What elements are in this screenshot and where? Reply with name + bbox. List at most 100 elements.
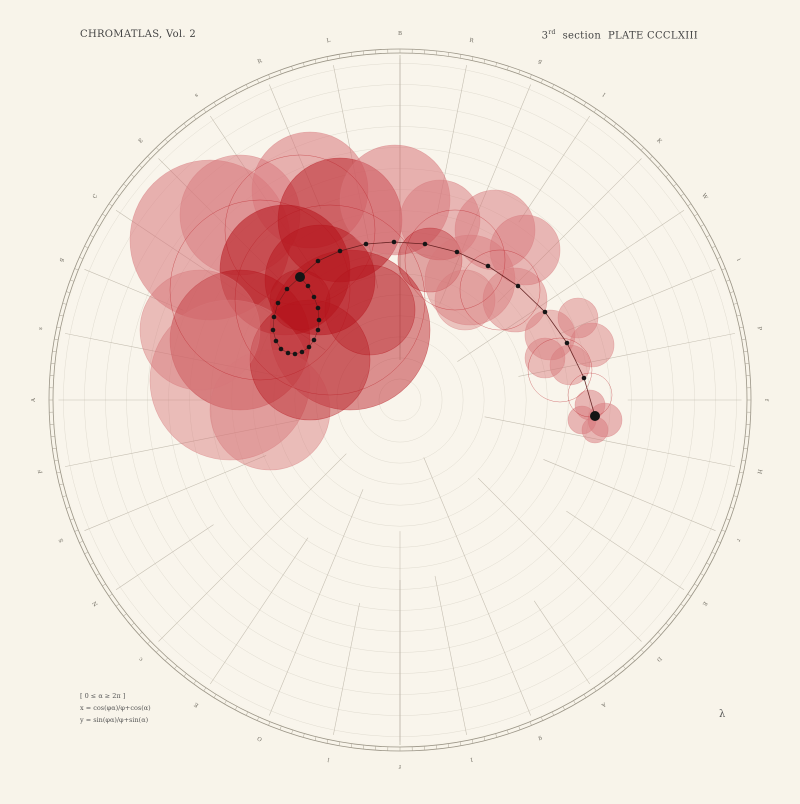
start-point [295,272,305,282]
rim-tick [194,681,196,684]
rim-letter: D [655,655,663,663]
section-word: section [563,30,601,41]
rim-letter: E [193,701,200,708]
rim-tick [496,734,497,738]
color-disc [140,270,260,390]
rim-tick [552,712,554,716]
plate-title: 3rd section PLATE CCCLXIII [542,29,698,41]
rim-tick [339,54,340,58]
rim-tick [574,96,576,99]
rim-tick [541,717,543,721]
rim-tick [156,148,159,151]
formula-x: x = cos(φα)/φ+cos(α) [80,702,151,714]
rim-tick [507,730,508,734]
rim-tick [246,85,248,89]
rim-tick [52,351,56,352]
rim-tick [327,739,328,743]
rim-tick [460,54,461,58]
rim-tick [123,184,126,186]
rim-tick [737,315,741,316]
rim-tick [604,681,606,684]
rim-tick [614,123,616,126]
rim-tick [666,623,669,626]
rim-tick [96,225,99,227]
rim-letter: R [257,58,264,65]
rim-tick [632,658,635,661]
rim-tick [448,52,449,56]
loop-point [300,350,305,355]
lambda-symbol: λ [719,709,725,720]
rim-tick [165,658,168,661]
rim-tick [706,563,710,565]
rim-tick [315,59,316,63]
rim-tick [85,552,89,554]
rim-tick [351,52,352,56]
loop-point [276,301,281,306]
rim-tick [563,706,565,710]
rim-tick [722,269,726,270]
rim-letter: g [537,735,543,742]
color-disc [525,338,565,378]
curve-point [316,259,321,264]
rim-letter: K [655,138,663,146]
rim-tick [204,109,206,112]
rim-tick [315,737,316,741]
rim-letter: s [194,92,200,99]
rim-tick [116,604,119,606]
rim-tick [269,75,270,79]
rim-tick [484,59,485,63]
rim-tick [552,85,554,89]
rim-tick [673,614,676,616]
rim-letter: f [398,763,401,769]
rim-tick [739,472,743,473]
rim-tick [139,632,142,635]
rim-tick [70,519,74,520]
rim-tick [744,448,748,449]
rim-tick [688,594,691,596]
rim-tick [52,448,56,449]
rim-letter: O [256,734,263,741]
rim-tick [484,737,485,741]
rim-tick [66,507,70,508]
rim-tick [303,734,304,738]
loop-point [274,339,279,344]
loop-point [317,318,322,323]
curve-point [565,341,570,346]
end-point [590,411,600,421]
rim-tick [225,701,227,704]
rim-tick [681,194,684,196]
rim-tick [257,79,259,83]
rim-tick [722,530,726,531]
rim-tick [235,90,237,94]
rim-tick [737,484,741,485]
loop-point [279,347,284,352]
rim-letter: L [326,38,331,45]
rim-letter: c [138,656,144,662]
rim-tick [131,174,134,177]
rim-tick [194,116,196,119]
color-disc [435,270,495,330]
rim-tick [472,739,473,743]
rim-tick [681,604,684,606]
plate-number: PLATE CCCLXIII [608,30,698,41]
rim-tick [90,235,94,237]
rim-tick [530,722,531,726]
curve-point [338,249,343,254]
rim-letter: W [700,193,708,201]
rim-letter: A [599,700,607,708]
curve-point [543,310,548,315]
rim-tick [96,574,99,576]
rim-tick [339,742,340,746]
rim-tick [658,165,661,168]
loop-point [286,351,291,356]
rim-tick [717,541,721,543]
curve-point [455,250,460,255]
rim-tick [351,744,352,748]
rim-tick [57,327,61,328]
rim-tick [54,460,58,461]
rim-tick [519,726,520,730]
rim-tick [90,563,94,565]
rim-tick [717,257,721,259]
loop-point [307,345,312,350]
